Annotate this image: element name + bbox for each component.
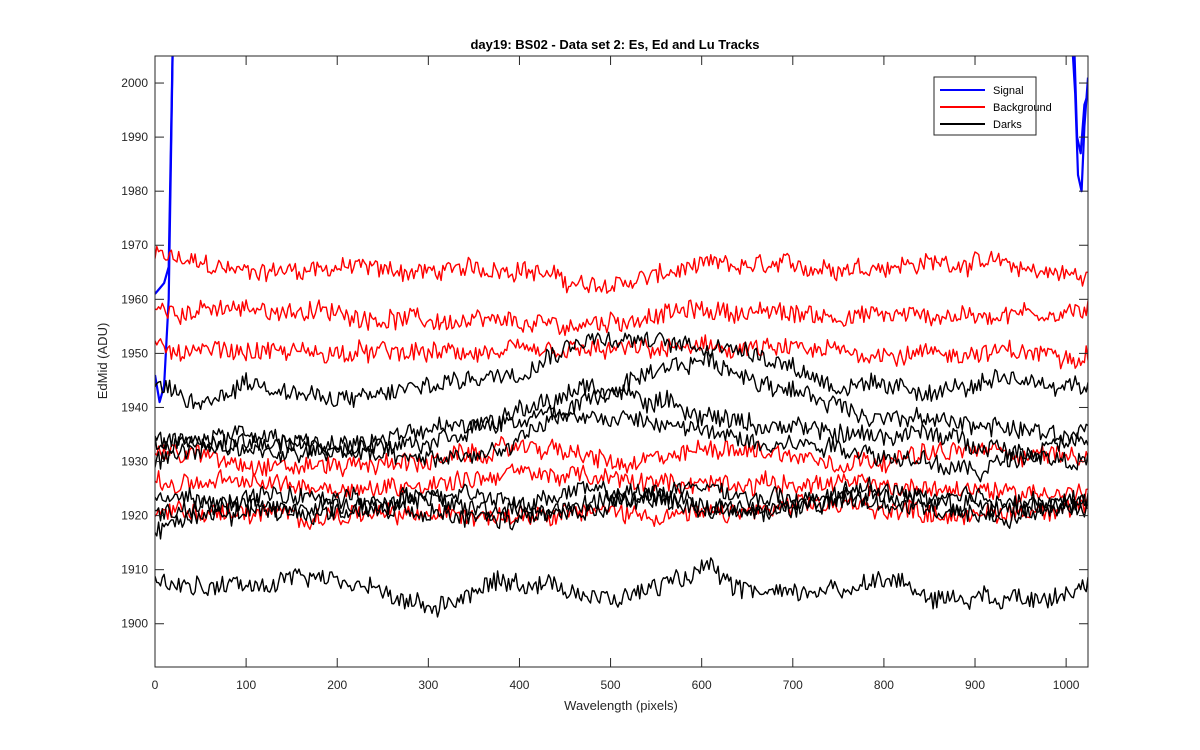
- series-line-background-6: [155, 334, 1088, 370]
- y-tick-label: 1960: [121, 292, 148, 306]
- chart-title: day19: BS02 - Data set 2: Es, Ed and Lu …: [470, 37, 759, 52]
- y-tick-label: 1980: [121, 184, 148, 198]
- x-tick-label: 0: [152, 678, 159, 692]
- y-tick-label: 1950: [121, 346, 148, 360]
- legend-label-signal: Signal: [993, 85, 1024, 97]
- x-tick-label: 800: [874, 678, 894, 692]
- series-line-signal-1: [155, 56, 174, 404]
- legend-label-background: Background: [993, 102, 1052, 114]
- x-tick-label: 600: [692, 678, 712, 692]
- x-tick-label: 900: [965, 678, 985, 692]
- x-tick-label: 700: [783, 678, 803, 692]
- series-line-signal-3: [1073, 56, 1088, 155]
- x-tick-label: 500: [601, 678, 621, 692]
- series-line-darks-17: [155, 557, 1088, 618]
- y-tick-label: 1970: [121, 238, 148, 252]
- plot-frame: [154, 55, 1089, 668]
- legend: Signal Background Darks: [933, 76, 1052, 136]
- x-tick-label: 1000: [1053, 678, 1080, 692]
- x-tick-label: 100: [236, 678, 256, 692]
- x-tick-label: 400: [509, 678, 529, 692]
- x-axis-label: Wavelength (pixels): [564, 698, 678, 713]
- series-line-background-5: [155, 299, 1088, 337]
- y-tick-label: 1920: [121, 509, 148, 523]
- series-line-background-8: [155, 463, 1088, 506]
- y-axis-label: EdMid (ADU): [95, 323, 110, 400]
- series-layer: [155, 56, 1088, 618]
- series-line-darks-15: [155, 476, 1088, 526]
- legend-label-darks: Darks: [993, 119, 1022, 131]
- series-line-background-7: [155, 436, 1088, 478]
- y-axis: 1900 1910 1920 1930 1940 1950 1960 1970 1980 1990…: [121, 76, 1088, 631]
- y-tick-label: 1930: [121, 455, 148, 469]
- y-tick-label: 2000: [121, 76, 148, 90]
- series-line-darks-10: [155, 331, 1088, 410]
- series-line-background-4: [155, 245, 1088, 294]
- x-tick-label: 300: [418, 678, 438, 692]
- y-tick-label: 1900: [121, 617, 148, 631]
- y-tick-label: 1940: [121, 400, 148, 414]
- y-tick-label: 1910: [121, 563, 148, 577]
- y-tick-label: 1990: [121, 130, 148, 144]
- series-line-darks-16: [155, 481, 1088, 540]
- x-axis: 0 100 200 300 400 500 600 700 800 900 1000: [152, 56, 1080, 692]
- series-line-darks-13: [155, 404, 1088, 483]
- x-tick-label: 200: [327, 678, 347, 692]
